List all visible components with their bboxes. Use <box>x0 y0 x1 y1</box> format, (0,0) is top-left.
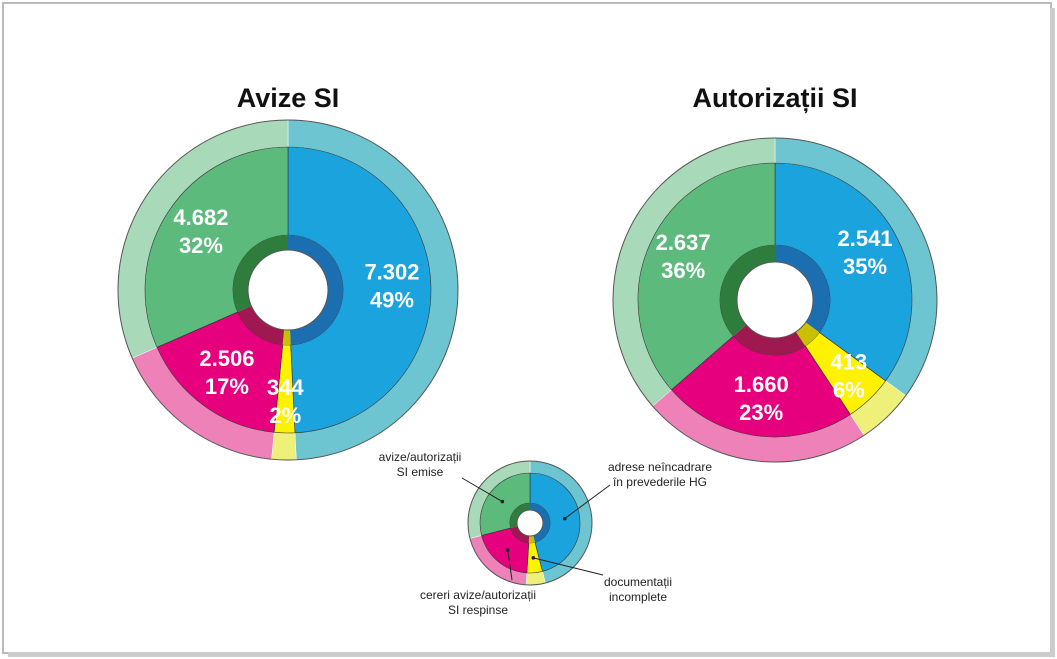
chart-title: Autorizații SI <box>692 83 857 113</box>
legend-label: SI emise <box>397 465 444 479</box>
data-label: 1.660 <box>734 372 789 397</box>
legend-label: avize/autorizații <box>379 450 462 464</box>
frame-shadow <box>1050 8 1055 656</box>
hole <box>516 509 544 537</box>
legend-label: cereri avize/autorizații <box>420 588 536 602</box>
leader-dot <box>500 499 505 504</box>
hole <box>247 249 329 331</box>
data-label: 413 <box>830 349 867 374</box>
inner-ring-segment <box>237 306 285 345</box>
inner-ring-segment <box>510 503 530 528</box>
data-label: 4.682 <box>173 205 228 230</box>
percent-label: 17% <box>205 374 249 399</box>
inner-ring-segment <box>795 322 820 346</box>
percent-label: 23% <box>739 400 783 425</box>
leader-line <box>564 484 611 520</box>
outer-edge <box>117 119 459 461</box>
inner-ring-segment <box>510 526 530 543</box>
inner-ring-segment <box>528 535 535 543</box>
leader-line <box>533 557 604 576</box>
data-label: 2.506 <box>199 346 254 371</box>
data-label: 2.541 <box>838 226 893 251</box>
percent-label: 36% <box>661 258 705 283</box>
data-label: 2.637 <box>656 230 711 255</box>
data-label: 7.302 <box>364 259 419 284</box>
chart-title: Avize SI <box>237 83 340 113</box>
outer-ring-segment <box>525 571 546 586</box>
percent-label: 35% <box>843 254 887 279</box>
legend-label: incomplete <box>609 590 667 604</box>
data-label: 344 <box>267 375 304 400</box>
legend-label: documentații <box>604 575 672 589</box>
leader-dot <box>531 556 536 560</box>
legend-label: SI respinse <box>448 603 508 617</box>
leader-dot <box>505 548 510 552</box>
percent-label: 2% <box>269 403 301 428</box>
outer-ring-segment <box>271 432 297 461</box>
outer-edge <box>612 137 938 463</box>
inner-ring-segment <box>282 329 291 345</box>
leader-line <box>461 477 503 502</box>
inner-ring-segment <box>733 324 806 356</box>
inner-ring-segment <box>530 503 550 543</box>
outer-edge <box>467 460 593 586</box>
legend-label: adrese neîncadrare <box>608 460 712 474</box>
frame-shadow <box>8 652 1055 657</box>
inner-ring-segment <box>288 235 343 345</box>
percent-label: 49% <box>370 287 414 312</box>
leader-line <box>507 549 513 581</box>
inner-ring-segment <box>775 245 830 333</box>
inner-ring-segment <box>232 235 288 313</box>
legend-label: în prevederile HG <box>612 475 707 489</box>
inner-ring-segment <box>720 245 775 337</box>
leader-dot <box>562 516 567 521</box>
percent-label: 6% <box>833 377 865 402</box>
percent-label: 32% <box>179 233 223 258</box>
hole <box>736 261 814 339</box>
